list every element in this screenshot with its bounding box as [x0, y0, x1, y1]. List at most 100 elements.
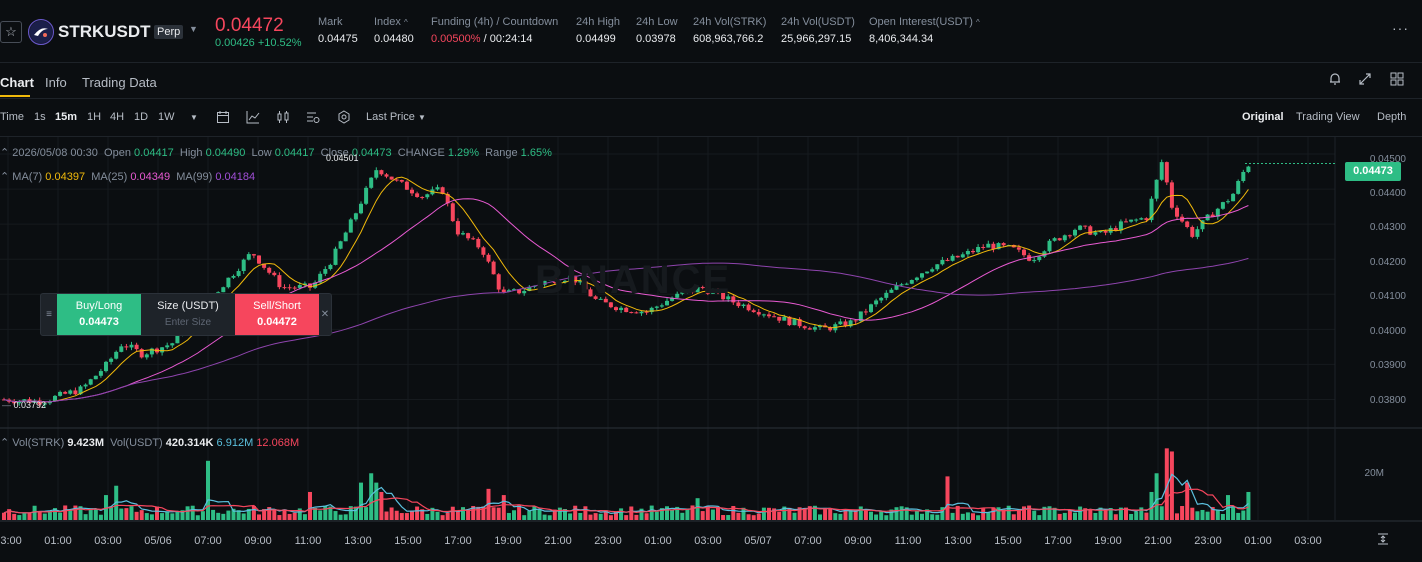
size-input[interactable]: Enter Size	[164, 317, 212, 328]
volume-bar	[960, 513, 965, 520]
tab-trading-data[interactable]: Trading Data	[82, 75, 157, 90]
volume-bar	[297, 508, 302, 520]
volume-bar	[782, 506, 787, 520]
candle-body	[522, 291, 527, 294]
volume-bar	[384, 511, 389, 520]
candle-body	[93, 375, 98, 380]
interval-1h[interactable]: 1H	[87, 111, 102, 123]
ma-legend-expand-icon[interactable]: ⌃	[0, 171, 10, 183]
volume-bar	[292, 512, 297, 520]
volume-bar	[348, 506, 353, 520]
candle-body	[1088, 226, 1093, 235]
volume-bar	[608, 515, 613, 520]
candle-body	[471, 238, 476, 240]
volume-bar	[573, 505, 578, 520]
legend-expand-icon[interactable]: ⌃	[0, 147, 10, 159]
bell-icon[interactable]	[1328, 72, 1342, 88]
candle-body	[986, 243, 991, 248]
view-depth[interactable]: Depth	[1377, 111, 1407, 123]
buy-long-button[interactable]: Buy/Long 0.04473	[57, 294, 141, 335]
interval-dropdown-icon[interactable]: ▼	[190, 113, 198, 122]
coin-logo-icon	[28, 19, 54, 45]
volume-bar	[670, 509, 675, 520]
volume-bar	[134, 511, 139, 520]
interval-1d[interactable]: 1D	[134, 111, 149, 123]
candle-body	[1067, 235, 1072, 237]
volume-bar	[965, 512, 970, 520]
volume-bar	[1032, 510, 1037, 520]
tab-info[interactable]: Info	[45, 75, 67, 90]
candle-body	[756, 312, 761, 315]
candle-body	[914, 277, 919, 281]
time-axis-label: 09:00	[844, 535, 872, 547]
vol-legend-expand-icon[interactable]: ⌃	[0, 437, 10, 449]
interval-1s[interactable]: 1s	[34, 111, 46, 123]
time-axis-label: 03:00	[694, 535, 722, 547]
volume-bar	[257, 514, 261, 520]
candle-body	[287, 287, 292, 289]
expand-icon[interactable]	[1358, 72, 1372, 88]
interval-4h[interactable]: 4H	[110, 111, 125, 123]
candle-body	[690, 290, 695, 293]
candle-body	[777, 316, 782, 321]
candle-body	[629, 312, 634, 314]
volume-bar	[17, 515, 22, 520]
volume-bar	[466, 509, 471, 520]
indicators-icon[interactable]	[306, 110, 320, 126]
candle-body	[731, 296, 736, 303]
candle-body	[1149, 198, 1154, 221]
volume-bar	[1180, 506, 1185, 520]
time-axis-label: 21:00	[544, 535, 572, 547]
volume-bar	[930, 514, 935, 520]
stat-index: Index ^ 0.04480	[374, 16, 414, 45]
price-change: 0.00426 +10.52%	[215, 37, 302, 49]
volume-legend: ⌃ Vol(STRK) 9.423M Vol(USDT) 420.314K 6.…	[0, 436, 299, 449]
volume-bar	[445, 512, 450, 520]
price-chart[interactable]	[0, 137, 1422, 562]
price-axis-label: 0.04500	[1369, 154, 1406, 165]
volume-bar	[986, 512, 991, 520]
volume-bar	[98, 514, 103, 520]
drag-handle-icon[interactable]: ≡	[46, 309, 52, 320]
view-trading-view[interactable]: Trading View	[1296, 111, 1360, 123]
volume-bar	[583, 506, 588, 520]
symbol-name[interactable]: STRKUSDT	[58, 22, 151, 41]
stat-label-with-caret[interactable]: Index ^	[374, 16, 408, 28]
symbol-dropdown-icon[interactable]: ▼	[189, 24, 198, 34]
volume-bar	[904, 507, 909, 520]
candle-body	[884, 292, 889, 298]
sell-short-button[interactable]: Sell/Short 0.04472	[235, 294, 319, 335]
candle-body	[313, 282, 318, 288]
candle-body	[588, 289, 593, 297]
more-options-icon[interactable]: ···	[1392, 20, 1409, 36]
layout-grid-icon[interactable]	[1390, 72, 1404, 88]
tab-chart-underline	[0, 95, 30, 97]
settings-icon[interactable]	[337, 110, 351, 126]
stat-label-with-caret[interactable]: Open Interest(USDT) ^	[869, 16, 980, 28]
volume-bar	[1169, 451, 1174, 520]
candle-body	[869, 304, 873, 313]
volume-bar	[12, 513, 17, 520]
volume-bar	[144, 513, 149, 520]
candlestick-icon[interactable]	[276, 110, 290, 126]
volume-bar	[675, 506, 680, 520]
candle-body	[863, 311, 868, 313]
candle-body	[236, 271, 241, 276]
price-type-select[interactable]: Last Price ▼	[366, 111, 426, 123]
interval-time[interactable]: Time	[0, 111, 25, 123]
volume-bar	[767, 507, 771, 520]
interval-15m[interactable]: 15m	[55, 111, 78, 123]
calendar-icon[interactable]	[216, 110, 230, 126]
view-original[interactable]: Original	[1242, 111, 1284, 123]
candle-body	[394, 179, 399, 181]
volume-bar	[364, 507, 369, 520]
interval-1w[interactable]: 1W	[158, 111, 175, 123]
legend-open-label: Open	[104, 147, 131, 159]
time-axis-label: 05/07	[744, 535, 772, 547]
tab-chart[interactable]: Chart	[0, 75, 34, 90]
axis-scale-toggle-icon[interactable]	[1376, 532, 1390, 551]
close-icon[interactable]: ✕	[320, 309, 330, 320]
favorite-star-icon[interactable]: ☆	[0, 21, 22, 43]
line-chart-icon[interactable]	[246, 110, 260, 126]
size-input-group[interactable]: Size (USDT) Enter Size	[141, 294, 235, 335]
